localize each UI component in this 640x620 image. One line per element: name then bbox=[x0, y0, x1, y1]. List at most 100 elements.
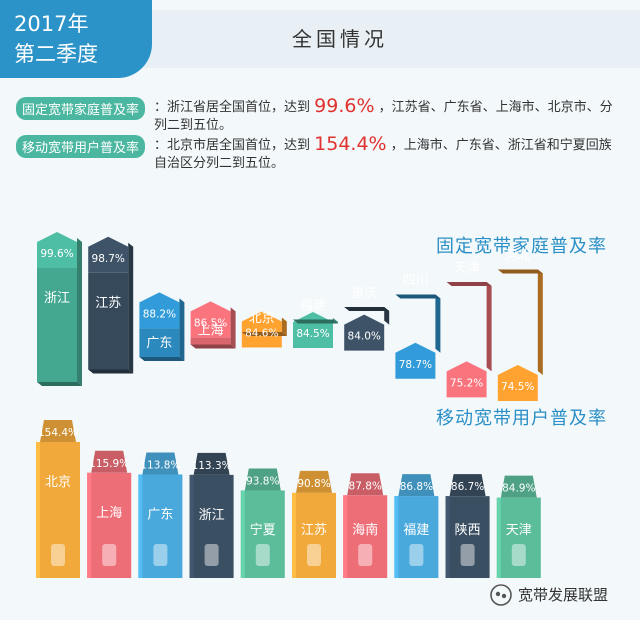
phone-icon bbox=[511, 544, 526, 566]
bar-cap bbox=[88, 236, 129, 273]
bar-cap bbox=[91, 450, 128, 473]
data-label: 88.2% bbox=[143, 308, 176, 320]
data-label: 86.7% bbox=[451, 481, 484, 493]
data-label: 86.8% bbox=[400, 481, 433, 493]
data-label: 75.2% bbox=[450, 377, 483, 389]
bar bbox=[292, 492, 336, 578]
bar-side bbox=[537, 269, 543, 376]
bar bbox=[240, 490, 285, 578]
period-year: 2017年 bbox=[14, 12, 89, 36]
bar-side bbox=[281, 317, 287, 336]
phone-icon bbox=[460, 544, 475, 566]
chart-fixed-title: 固定宽带家庭普及率 bbox=[436, 236, 607, 257]
bar-base bbox=[241, 332, 287, 336]
bar-cap bbox=[37, 232, 77, 268]
category-label: 天津 bbox=[454, 261, 480, 276]
bar-base bbox=[344, 307, 390, 311]
bar-cap bbox=[142, 452, 179, 475]
bar-cap bbox=[139, 292, 180, 329]
bar-cap bbox=[449, 474, 486, 497]
bar bbox=[189, 474, 234, 578]
bar bbox=[138, 474, 183, 578]
bar-cap bbox=[344, 314, 385, 351]
bar-cap bbox=[500, 475, 537, 498]
category-label: 天津 bbox=[506, 523, 532, 538]
data-label: 87.8% bbox=[349, 480, 382, 492]
bar bbox=[87, 472, 132, 578]
category-label: 北京 bbox=[45, 475, 71, 490]
category-label: 海南 bbox=[352, 522, 378, 538]
phone-icon bbox=[102, 544, 117, 566]
bar-highlight bbox=[240, 490, 245, 578]
data-label: 84.0% bbox=[348, 331, 381, 343]
bar-side bbox=[333, 318, 338, 324]
bar-highlight bbox=[445, 496, 450, 578]
bar-side bbox=[384, 307, 390, 325]
category-label: 四川 bbox=[402, 274, 428, 289]
chart-mobile-title: 移动宽带用户普及率 bbox=[436, 408, 607, 429]
summary-fixed-highlight: 99.6% bbox=[314, 95, 375, 117]
bar-base bbox=[190, 344, 236, 349]
bar bbox=[139, 328, 180, 357]
phone-icon bbox=[409, 544, 424, 566]
bar-base bbox=[293, 319, 338, 324]
summary-fixed-tag: 固定宽带家庭普及率 bbox=[16, 97, 146, 120]
bar-cap bbox=[40, 420, 76, 442]
data-label: 90.8% bbox=[297, 478, 330, 490]
bar-side bbox=[230, 307, 236, 349]
category-label: 浙江 bbox=[44, 291, 70, 306]
bar bbox=[343, 495, 388, 578]
bar bbox=[88, 272, 129, 370]
bar bbox=[37, 268, 77, 382]
summary-fixed-text: ：浙江省居全国首位，达到 99.6% ，江苏省、广东省、上海市、北京市、分列二到… bbox=[154, 97, 624, 135]
bar-side bbox=[179, 298, 185, 361]
bar-highlight bbox=[394, 496, 399, 578]
bar-base bbox=[446, 282, 492, 286]
period-quarter: 第二季度 bbox=[14, 42, 98, 66]
summary-fixed-before: ：浙江省居全国首位，达到 bbox=[154, 100, 311, 115]
data-label: 98.7% bbox=[92, 253, 125, 265]
category-label: 广东 bbox=[147, 507, 173, 522]
category-label: 福建 bbox=[300, 299, 326, 314]
bar-base bbox=[37, 382, 82, 386]
bar-cap bbox=[296, 470, 332, 493]
phone-icon bbox=[358, 544, 373, 566]
data-label: 113.3% bbox=[192, 460, 232, 472]
bar bbox=[445, 496, 490, 578]
bar-cap bbox=[193, 452, 230, 475]
bar-base bbox=[395, 294, 441, 299]
wechat-icon bbox=[490, 584, 512, 606]
category-label: 北京 bbox=[249, 311, 275, 326]
data-label: 115.9% bbox=[89, 458, 129, 470]
category-label: 上海 bbox=[96, 506, 122, 521]
bar bbox=[190, 337, 231, 345]
data-label: 93.8% bbox=[246, 475, 279, 487]
phone-icon bbox=[153, 544, 168, 566]
bar-cap bbox=[395, 342, 436, 379]
bar-highlight bbox=[87, 472, 92, 578]
bar-highlight bbox=[343, 495, 348, 578]
data-label: 78.7% bbox=[399, 359, 432, 371]
bar-cap bbox=[347, 473, 384, 496]
bar-base bbox=[139, 357, 185, 361]
summary-mobile-tag: 移动宽带用户普及率 bbox=[16, 135, 146, 158]
data-label: 86.5% bbox=[194, 317, 227, 329]
category-label: 江苏 bbox=[95, 295, 121, 311]
bar-side bbox=[486, 282, 492, 372]
bar-cap bbox=[244, 468, 281, 491]
category-label: 江苏 bbox=[301, 522, 327, 538]
bar-cap bbox=[398, 474, 435, 497]
data-label: 74.5% bbox=[501, 381, 534, 393]
summary-mobile-text: ：北京市居全国首位，达到 154.4% ，上海市、广东省、浙江省和宁夏回族自治区… bbox=[154, 135, 624, 173]
bar-base bbox=[88, 369, 134, 374]
bar-highlight bbox=[189, 474, 194, 578]
phone-icon bbox=[307, 544, 321, 566]
bar bbox=[496, 497, 541, 578]
category-label: 广东 bbox=[146, 336, 172, 351]
summary-mobile-highlight: 154.4% bbox=[314, 133, 387, 155]
data-label: 154.4% bbox=[38, 427, 78, 439]
category-label: 陕西 bbox=[455, 523, 481, 538]
phone-icon bbox=[51, 544, 65, 566]
data-label: 113.8% bbox=[140, 459, 180, 471]
bar-base bbox=[497, 269, 543, 274]
